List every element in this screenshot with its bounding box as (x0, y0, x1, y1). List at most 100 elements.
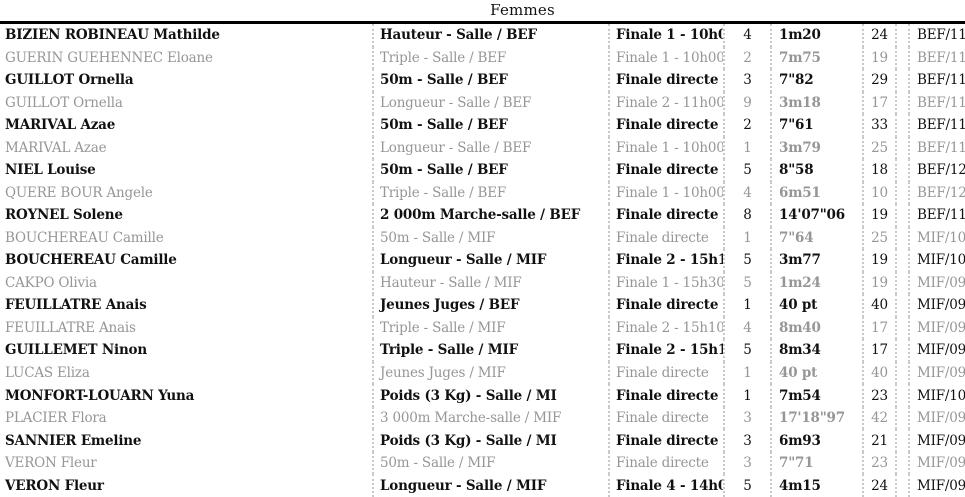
points-value: 25 (862, 226, 895, 250)
position-value: 1 (723, 384, 770, 407)
points-value: 23 (862, 451, 895, 475)
category-label: MIF/10 (908, 384, 965, 407)
table-row[interactable]: GUILLEMET Ninon Triple - Salle / MIF Final… (0, 339, 965, 362)
table-row[interactable]: GUILLOT Ornella Longueur - Salle / BEF Fin… (0, 91, 965, 115)
performance-value: 8"58 (770, 159, 862, 182)
spacer-cell (895, 114, 908, 137)
spacer-cell (895, 226, 908, 250)
points-value: 24 (862, 474, 895, 497)
points-value: 17 (862, 339, 895, 362)
athlete-name: MARIVAL Azae (5, 139, 107, 156)
table-row[interactable]: GUERIN GUEHENNEC Eloane Triple - Salle / … (0, 46, 965, 70)
performance-value: 3m18 (770, 91, 862, 115)
table-row[interactable]: GUILLOT Ornella 50m - Salle / BEF Finale d… (0, 69, 965, 92)
round-label: Finale 1 - 10h00 (608, 24, 723, 47)
athlete-name: BOUCHEREAU Camille (5, 252, 177, 269)
position-value: 4 (723, 181, 770, 205)
table-row[interactable]: ROYNEL Solene 2 000m Marche-salle / BEF Fi… (0, 204, 965, 227)
performance-value: 14'07"06 (770, 204, 862, 227)
athlete-name: PLACIER Flora (5, 410, 107, 427)
round-label: Finale directe (608, 69, 723, 92)
category-label: BEF/11 (908, 46, 965, 70)
results-table: BIZIEN ROBINEAU Mathilde Hauteur - Salle … (0, 24, 965, 497)
event-name: Jeunes Juges / MIF (372, 361, 608, 385)
table-row[interactable]: QUERE BOUR Angele Triple - Salle / BEF Fin… (0, 181, 965, 205)
round-label: Finale directe (608, 429, 723, 452)
athlete-name: FEUILLATRE Anais (5, 297, 147, 314)
table-row[interactable]: VERON Fleur Longueur - Salle / MIF Finale … (0, 474, 965, 497)
round-label: Finale 2 - 11h00 (608, 91, 723, 115)
points-value: 40 (862, 294, 895, 317)
athlete-name: FEUILLATRE Anais (5, 319, 136, 336)
table-row[interactable]: BIZIEN ROBINEAU Mathilde Hauteur - Salle … (0, 24, 965, 47)
position-value: 3 (723, 69, 770, 92)
performance-value: 7"64 (770, 226, 862, 250)
performance-value: 40 pt (770, 294, 862, 317)
spacer-cell (895, 249, 908, 272)
round-label: Finale 4 - 14h00 (608, 474, 723, 497)
athlete-name: NIEL Louise (5, 162, 96, 179)
table-row[interactable]: NIEL Louise 50m - Salle / BEF Finale direc… (0, 159, 965, 182)
table-row[interactable]: FEUILLATRE Anais Triple - Salle / MIF Fina… (0, 316, 965, 340)
position-value: 5 (723, 249, 770, 272)
event-name: Poids (3 Kg) - Salle / MI (372, 384, 608, 407)
category-label: BEF/12 (908, 159, 965, 182)
category-label: BEF/11 (908, 136, 965, 160)
category-label: MIF/10 (908, 249, 965, 272)
position-value: 4 (723, 316, 770, 340)
event-name: Longueur - Salle / BEF (372, 136, 608, 160)
spacer-cell (895, 451, 908, 475)
performance-value: 1m20 (770, 24, 862, 47)
performance-value: 8m34 (770, 339, 862, 362)
position-value: 3 (723, 451, 770, 475)
event-name: 50m - Salle / BEF (372, 159, 608, 182)
points-value: 40 (862, 361, 895, 385)
performance-value: 3m79 (770, 136, 862, 160)
round-label: Finale 1 - 10h00 (608, 136, 723, 160)
spacer-cell (895, 316, 908, 340)
table-row[interactable]: BOUCHEREAU Camille Longueur - Salle / MIF… (0, 249, 965, 272)
position-value: 4 (723, 24, 770, 47)
athlete-name: SANNIER Emeline (5, 432, 142, 449)
table-row[interactable]: CAKPO Olivia Hauteur - Salle / MIF Finale … (0, 271, 965, 295)
performance-value: 7"82 (770, 69, 862, 92)
table-row[interactable]: LUCAS Eliza Jeunes Juges / MIF Finale dire… (0, 361, 965, 385)
points-value: 19 (862, 249, 895, 272)
category-label: MIF/09 (908, 361, 965, 385)
points-value: 25 (862, 136, 895, 160)
table-row[interactable]: MONFORT-LOUARN Yuna Poids (3 Kg) - Salle … (0, 384, 965, 407)
round-label: Finale directe (608, 114, 723, 137)
event-name: 2 000m Marche-salle / BEF (372, 204, 608, 227)
table-row[interactable]: FEUILLATRE Anais Jeunes Juges / BEF Finale… (0, 294, 965, 317)
spacer-cell (895, 384, 908, 407)
position-value: 2 (723, 46, 770, 70)
header-rule (0, 21, 965, 24)
spacer-cell (895, 136, 908, 160)
table-row[interactable]: PLACIER Flora 3 000m Marche-salle / MIF Fi… (0, 406, 965, 430)
event-name: Hauteur - Salle / MIF (372, 271, 608, 295)
performance-value: 6m51 (770, 181, 862, 205)
athlete-name: VERON Fleur (5, 477, 104, 494)
points-value: 19 (862, 46, 895, 70)
performance-value: 4m15 (770, 474, 862, 497)
table-row[interactable]: MARIVAL Azae Longueur - Salle / BEF Finale… (0, 136, 965, 160)
category-label: BEF/11 (908, 114, 965, 137)
category-label: MIF/09 (908, 451, 965, 475)
performance-value: 3m77 (770, 249, 862, 272)
performance-value: 40 pt (770, 361, 862, 385)
round-label: Finale 1 - 10h00 (608, 181, 723, 205)
spacer-cell (895, 159, 908, 182)
round-label: Finale 1 - 10h00 (608, 46, 723, 70)
table-row[interactable]: SANNIER Emeline Poids (3 Kg) - Salle / MI… (0, 429, 965, 452)
athlete-name: MARIVAL Azae (5, 117, 116, 134)
table-row[interactable]: MARIVAL Azae 50m - Salle / BEF Finale dire… (0, 114, 965, 137)
category-label: BEF/11 (908, 204, 965, 227)
event-name: Triple - Salle / MIF (372, 339, 608, 362)
athlete-name: CAKPO Olivia (5, 274, 97, 291)
points-value: 17 (862, 91, 895, 115)
table-row[interactable]: BOUCHEREAU Camille 50m - Salle / MIF Final… (0, 226, 965, 250)
athlete-name: BOUCHEREAU Camille (5, 229, 164, 246)
position-value: 5 (723, 474, 770, 497)
table-row[interactable]: VERON Fleur 50m - Salle / MIF Finale direc… (0, 451, 965, 475)
points-value: 24 (862, 24, 895, 47)
